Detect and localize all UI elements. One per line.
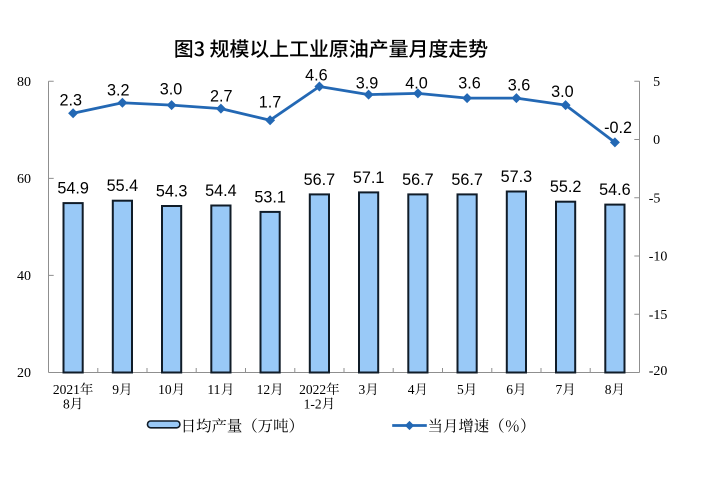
- svg-text:55.2: 55.2: [550, 178, 582, 196]
- svg-text:3.6: 3.6: [458, 75, 481, 93]
- svg-text:56.7: 56.7: [402, 171, 434, 189]
- svg-text:3.0: 3.0: [160, 80, 183, 98]
- svg-text:3.9: 3.9: [356, 74, 379, 92]
- svg-text:56.7: 56.7: [451, 171, 483, 189]
- svg-text:57.3: 57.3: [501, 168, 533, 186]
- svg-text:11: 11: [207, 382, 220, 397]
- svg-text:20: 20: [17, 366, 31, 381]
- svg-text:1.7: 1.7: [259, 93, 282, 111]
- svg-text:-10: -10: [649, 250, 668, 265]
- svg-text:3.2: 3.2: [107, 82, 130, 100]
- svg-text:5: 5: [653, 75, 660, 90]
- svg-text:3: 3: [359, 382, 366, 397]
- svg-text:2021: 2021: [53, 382, 80, 397]
- svg-text:0: 0: [653, 133, 660, 148]
- svg-text:54.9: 54.9: [57, 180, 89, 198]
- svg-text:1-2: 1-2: [304, 396, 322, 411]
- svg-text:3.0: 3.0: [551, 83, 574, 101]
- svg-text:8: 8: [605, 382, 612, 397]
- svg-text:80: 80: [17, 75, 31, 90]
- svg-text:6: 6: [506, 382, 513, 397]
- svg-text:4.0: 4.0: [405, 74, 428, 92]
- svg-text:54.6: 54.6: [599, 181, 631, 199]
- svg-text:-5: -5: [649, 192, 661, 207]
- svg-text:9: 9: [112, 382, 119, 397]
- svg-text:54.3: 54.3: [156, 183, 188, 201]
- svg-text:5: 5: [457, 382, 464, 397]
- svg-text:54.4: 54.4: [205, 182, 237, 200]
- svg-text:4: 4: [408, 382, 415, 397]
- svg-text:3.6: 3.6: [508, 76, 531, 94]
- svg-text:-0.2: -0.2: [604, 119, 632, 137]
- svg-text:10: 10: [158, 382, 172, 397]
- svg-text:60: 60: [17, 172, 31, 187]
- svg-text:57.1: 57.1: [353, 169, 385, 187]
- svg-text:-15: -15: [649, 308, 668, 323]
- svg-text:2.7: 2.7: [210, 88, 233, 106]
- svg-text:8: 8: [63, 396, 70, 411]
- svg-text:4.6: 4.6: [305, 66, 328, 84]
- svg-text:56.7: 56.7: [304, 171, 336, 189]
- svg-text:12: 12: [257, 382, 271, 397]
- svg-text:53.1: 53.1: [254, 188, 286, 206]
- svg-text:-20: -20: [649, 364, 668, 379]
- svg-text:2.3: 2.3: [59, 92, 82, 110]
- svg-text:55.4: 55.4: [107, 177, 139, 195]
- svg-text:40: 40: [17, 269, 31, 284]
- svg-text:2022: 2022: [299, 382, 326, 397]
- svg-text:7: 7: [556, 382, 563, 397]
